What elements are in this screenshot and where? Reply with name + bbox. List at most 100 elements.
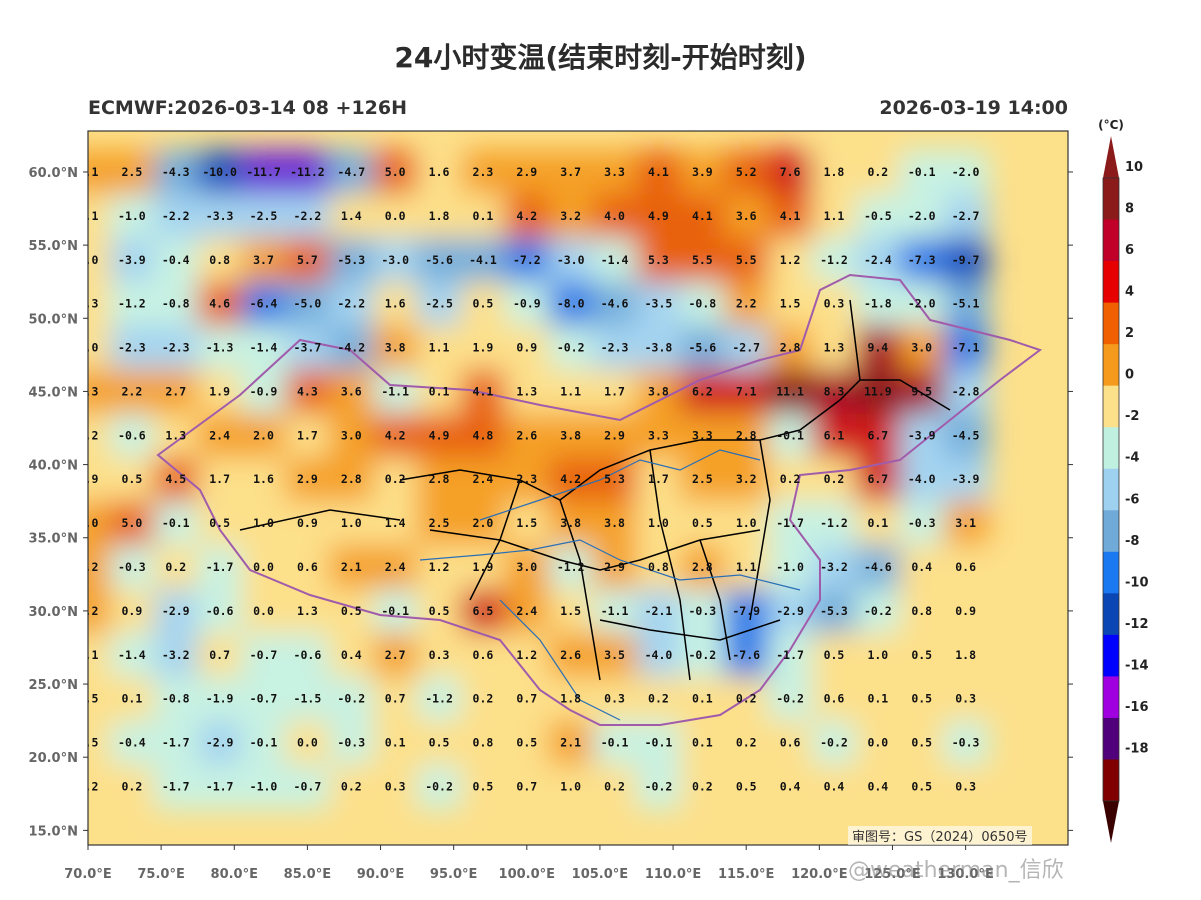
field-cell — [241, 632, 287, 678]
field-cell — [109, 150, 155, 195]
field-cell — [592, 545, 638, 590]
grid-value-label: 0.2 — [121, 779, 142, 793]
field-cell — [768, 150, 814, 195]
field-cell — [329, 150, 375, 195]
grid-value-label: 1.0 — [648, 516, 669, 530]
colorbar-segment — [1103, 759, 1119, 802]
field-cell — [592, 764, 638, 810]
field-cell — [197, 676, 243, 722]
grid-value-label: -1.2 — [425, 692, 453, 706]
grid-value-label: -3.9 — [908, 428, 936, 442]
colorbar-max-arrow — [1103, 136, 1119, 178]
grid-value-label: 3.5 — [604, 648, 625, 662]
grid-value-label: -0.2 — [776, 692, 804, 706]
longitude-axis: 70.0°E 75.0°E 80.0°E 85.0°E 90.0°E 95.0°E 100.… — [64, 845, 994, 882]
grid-value-label: 0.2 — [78, 428, 99, 442]
grid-value-label: 1.6 — [385, 297, 406, 311]
field-cell — [373, 457, 419, 503]
field-cell — [285, 193, 331, 239]
grid-value-label: 1.3 — [516, 384, 537, 398]
field-cell — [417, 676, 462, 722]
colorbar-unit: (°C) — [1098, 118, 1124, 132]
grid-value-label: -0.6 — [294, 648, 322, 662]
field-cell — [417, 545, 462, 590]
lat-tick-label: 25.0°N — [29, 678, 78, 693]
field-cell — [460, 501, 506, 547]
field-cell — [88, 150, 111, 195]
grid-value-label: 0.2 — [604, 779, 625, 793]
grid-value-label: 11.9 — [864, 384, 892, 398]
field-cell — [197, 501, 243, 547]
field-cell — [153, 676, 199, 722]
grid-value-label: 0.2 — [692, 779, 713, 793]
grid-value-label: -5.0 — [294, 297, 322, 311]
grid-value-label: 0.9 — [121, 604, 142, 618]
grid-value-label: 0.9 — [955, 604, 976, 618]
grid-value-label: 1.8 — [560, 692, 581, 706]
grid-value-label: -4.6 — [864, 560, 892, 574]
grid-value-label: -0.5 — [864, 209, 892, 223]
lon-tick-label: 70.0°E — [64, 867, 111, 882]
field-cell — [373, 325, 419, 371]
field-cell — [636, 150, 682, 195]
grid-value-label: -0.8 — [162, 692, 190, 706]
field-cell — [241, 369, 287, 415]
field-cell — [373, 281, 419, 327]
field-cell — [285, 325, 331, 371]
colorbar-segment — [1103, 178, 1119, 221]
field-cell — [680, 720, 726, 766]
grid-value-label: -1.8 — [864, 297, 892, 311]
field-cell — [548, 150, 594, 195]
grid-value-label: 2.4 — [473, 472, 494, 486]
field-cell — [197, 545, 243, 590]
grid-value-label: -3.5 — [645, 297, 673, 311]
grid-value-label: -2.2 — [294, 209, 322, 223]
field-cell — [812, 457, 857, 503]
field-cell — [504, 369, 550, 415]
grid-value-label: -2.1 — [645, 604, 673, 618]
grid-value-label: 0.9 — [297, 516, 318, 530]
field-cell — [855, 369, 901, 415]
field-cell — [373, 764, 419, 810]
grid-value-label: 2.9 — [297, 472, 318, 486]
field-cell — [680, 237, 726, 283]
field-cell — [768, 237, 814, 283]
field-cell — [548, 281, 594, 327]
grid-value-label: 7.6 — [780, 165, 801, 179]
field-cell — [548, 720, 594, 766]
field-cell — [855, 764, 901, 810]
grid-value-label: 1.3 — [78, 297, 99, 311]
field-cell — [460, 150, 506, 195]
grid-value-label: -1.7 — [206, 560, 234, 574]
grid-value-label: 0.1 — [473, 209, 494, 223]
field-cell — [899, 545, 945, 590]
field-cell — [855, 325, 901, 371]
grid-value-label: 5.7 — [297, 253, 318, 267]
field-cell — [943, 281, 989, 327]
field-cell — [109, 588, 155, 634]
field-cell — [592, 501, 638, 547]
grid-value-label: -0.7 — [250, 648, 278, 662]
grid-value-label: -0.1 — [776, 428, 804, 442]
grid-value-label: -3.9 — [118, 253, 146, 267]
grid-value-label: 0.5 — [736, 779, 757, 793]
grid-value-label: -1.7 — [776, 516, 804, 530]
grid-value-label: 1.4 — [341, 209, 362, 223]
grid-value-label: 2.8 — [736, 428, 757, 442]
field-cell — [855, 413, 901, 459]
grid-value-label: 0.2 — [780, 472, 801, 486]
field-cell — [153, 325, 199, 371]
grid-value-label: 7.1 — [736, 384, 757, 398]
grid-value-label: -1.4 — [250, 341, 278, 355]
grid-value-label: 6.1 — [824, 428, 845, 442]
grid-value-label: 1.0 — [560, 779, 581, 793]
lon-tick-label: 120.0°E — [791, 867, 848, 882]
lon-tick-label: 110.0°E — [645, 867, 702, 882]
lon-tick-label: 90.0°E — [357, 867, 404, 882]
grid-value-label: -1.4 — [118, 648, 146, 662]
grid-value-label: -1.0 — [118, 209, 146, 223]
field-cell — [460, 545, 506, 590]
field-cell — [88, 545, 111, 590]
grid-value-label: -1.7 — [162, 736, 190, 750]
colorbar-frame — [1102, 177, 1120, 802]
